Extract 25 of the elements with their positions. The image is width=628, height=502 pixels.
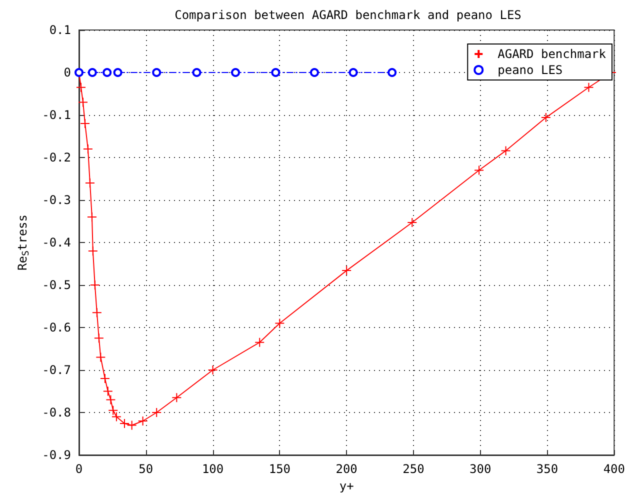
y-tick-label: -0.7 xyxy=(42,363,71,377)
y-tick-label: 0 xyxy=(64,66,71,80)
x-tick-label: 100 xyxy=(202,462,224,476)
y-tick-label: -0.5 xyxy=(42,278,71,292)
x-tick-label: 0 xyxy=(75,462,83,476)
x-tick-label: 300 xyxy=(470,462,492,476)
y-tick-label: -0.3 xyxy=(42,193,71,207)
chart-title: Comparison between AGARD benchmark and peano LES xyxy=(174,8,522,22)
x-tick-label: 50 xyxy=(138,462,154,476)
x-tick-label: 150 xyxy=(268,462,291,476)
y-tick-label: -0.1 xyxy=(42,108,71,122)
y-tick-label: -0.6 xyxy=(42,320,71,334)
y-tick-label: -0.8 xyxy=(42,406,71,420)
y-tick-label: -0.9 xyxy=(42,448,71,462)
legend-label: peano LES xyxy=(498,63,563,77)
x-tick-label: 400 xyxy=(603,462,626,476)
legend-label: AGARD benchmark xyxy=(498,47,607,61)
y-tick-label: 0.1 xyxy=(49,23,71,37)
y-axis-title: ReStress xyxy=(16,214,32,270)
x-tick-label: 250 xyxy=(402,462,424,476)
x-tick-label: 350 xyxy=(536,462,558,476)
y-tick-label: -0.4 xyxy=(42,236,71,250)
x-axis-title: y+ xyxy=(339,478,354,493)
y-tick-label: -0.2 xyxy=(42,150,71,164)
x-tick-label: 200 xyxy=(336,462,358,476)
